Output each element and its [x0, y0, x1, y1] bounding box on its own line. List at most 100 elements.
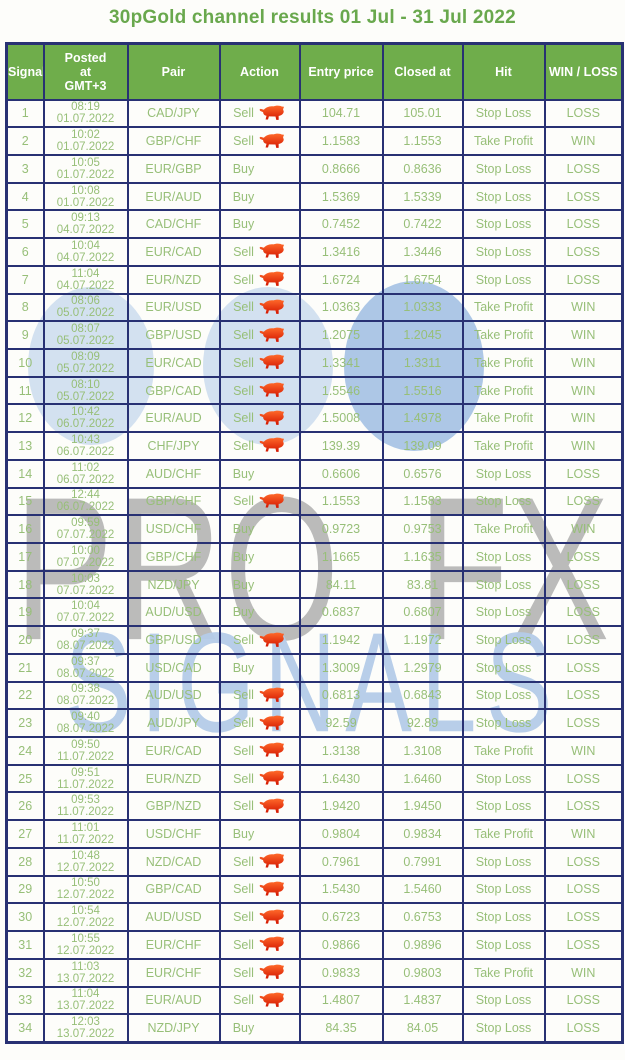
entry-price-cell: 1.2075	[298, 320, 384, 350]
posted-date: 05.07.2022	[56, 307, 115, 320]
bear-icon	[259, 992, 284, 1007]
posted-at-cell: 10:42 06.07.2022	[42, 403, 129, 434]
hit-cell: Take Profit	[461, 292, 546, 323]
posted-time: 09:40	[71, 711, 100, 724]
posted-time: 11:01	[71, 822, 100, 835]
action-cell: Sell	[218, 874, 301, 905]
hit-cell: Stop Loss	[461, 597, 546, 628]
col-header-action: Action	[218, 42, 301, 101]
table-row: 10 08:09 05.07.2022 EUR/CAD Sell	[5, 347, 624, 378]
col-header-hit: Hit	[461, 42, 546, 101]
hit-cell: Take Profit	[461, 126, 546, 156]
posted-at-cell: 11:01 11.07.2022	[42, 819, 129, 849]
table-row: 2 10:02 01.07.2022 GBP/CHF Sell	[5, 126, 624, 156]
posted-at-cell: 08:06 05.07.2022	[42, 292, 129, 323]
posted-date: 11.07.2022	[57, 834, 114, 847]
pair-cell: EUR/GBP	[126, 153, 221, 184]
posted-time: 09:38	[71, 683, 100, 696]
pair-cell: EUR/AUD	[126, 985, 221, 1016]
result-cell: WIN	[543, 819, 624, 849]
posted-date: 04.07.2022	[56, 224, 115, 237]
signal-cell: 8	[5, 292, 45, 323]
posted-at-cell: 09:37 08.07.2022	[42, 625, 129, 655]
table-row: 26 09:53 11.07.2022 GBP/NZD Sell	[5, 791, 624, 822]
result-cell: WIN	[543, 431, 624, 461]
entry-price-cell: 0.6606	[298, 458, 384, 489]
posted-time: 10:05	[71, 156, 100, 169]
col-header-signal: Signal	[5, 42, 45, 101]
bear-icon	[259, 438, 284, 453]
pair-cell: CAD/CHF	[126, 209, 221, 240]
table-row: 11 08:10 05.07.2022 GBP/CAD Sell	[5, 375, 624, 406]
action-cell: Buy	[218, 514, 301, 544]
table-row: 25 09:51 11.07.2022 EUR/NZD Sell	[5, 763, 624, 794]
signal-cell: 1	[5, 98, 45, 129]
result-cell: LOSS	[543, 985, 624, 1016]
pair-cell: GBP/CAD	[126, 874, 221, 905]
col-header-pair: Pair	[126, 42, 221, 101]
action-cell: Sell	[218, 237, 301, 267]
bull-icon	[261, 160, 286, 176]
posted-at-cell: 09:51 11.07.2022	[42, 763, 129, 794]
pair-cell: EUR/USD	[126, 292, 221, 323]
table-row: 24 09:50 11.07.2022 EUR/CAD Sell	[5, 736, 624, 766]
result-cell: LOSS	[543, 181, 624, 212]
table-row: 19 10:04 07.07.2022 AUD/USD Buy	[5, 597, 624, 628]
pair-cell: GBP/USD	[126, 320, 221, 350]
posted-at-cell: 09:40 08.07.2022	[42, 708, 129, 739]
bear-icon	[259, 715, 284, 730]
pair-cell: EUR/CHF	[126, 957, 221, 988]
posted-at-cell: 11:03 13.07.2022	[42, 957, 129, 988]
action-cell: Sell	[218, 431, 301, 461]
closed-at-cell: 0.7422	[381, 209, 464, 240]
posted-date: 08.07.2022	[56, 667, 115, 680]
closed-at-cell: 0.9834	[381, 819, 464, 849]
bear-icon	[259, 244, 284, 259]
signal-cell: 22	[5, 680, 45, 711]
table-row: 14 11:02 06.07.2022 AUD/CHF Buy	[5, 458, 624, 489]
closed-at-cell: 0.8636	[381, 153, 464, 184]
posted-date: 13.07.2022	[56, 1000, 115, 1013]
posted-time: 10:42	[71, 406, 100, 419]
table-row: 27 11:01 11.07.2022 USD/CHF Buy	[5, 819, 624, 849]
pair-cell: GBP/CHF	[126, 542, 221, 572]
hit-cell: Stop Loss	[461, 1013, 546, 1044]
entry-price-cell: 1.3009	[298, 652, 384, 683]
posted-time: 09:13	[71, 212, 100, 225]
bear-icon	[259, 299, 284, 314]
signal-cell: 10	[5, 347, 45, 378]
col-header-win-loss: WIN / LOSS	[543, 42, 624, 101]
col-header-closed-at: Closed at	[381, 42, 464, 101]
posted-time: 08:19	[71, 101, 100, 114]
posted-time: 10:50	[71, 877, 100, 890]
posted-date: 06.07.2022	[56, 501, 115, 514]
result-cell: LOSS	[543, 930, 624, 960]
closed-at-cell: 92.89	[381, 708, 464, 739]
posted-at-cell: 10:05 01.07.2022	[42, 153, 129, 184]
closed-at-cell: 1.3446	[381, 237, 464, 267]
action-cell: Sell	[218, 985, 301, 1016]
bull-icon	[261, 548, 286, 564]
result-cell: WIN	[543, 320, 624, 350]
pair-cell: EUR/CAD	[126, 347, 221, 378]
pair-cell: EUR/AUD	[126, 181, 221, 212]
posted-date: 08.07.2022	[56, 640, 115, 653]
posted-date: 13.07.2022	[56, 972, 115, 985]
bear-icon	[259, 687, 284, 702]
action-label: Sell	[233, 272, 254, 287]
result-cell: WIN	[543, 957, 624, 988]
action-label: Buy	[232, 660, 255, 675]
closed-at-cell: 1.5460	[381, 874, 464, 905]
posted-time: 08:06	[71, 295, 100, 308]
posted-time: 12:03	[71, 1016, 100, 1029]
entry-price-cell: 0.9723	[298, 514, 384, 544]
action-label: Sell	[233, 743, 254, 758]
entry-price-cell: 0.6723	[298, 902, 384, 933]
entry-price-cell: 104.71	[298, 98, 384, 129]
pair-cell: AUD/USD	[126, 680, 221, 711]
posted-date: 04.07.2022	[56, 279, 115, 292]
pair-cell: NZD/JPY	[126, 569, 221, 600]
entry-price-cell: 1.5430	[298, 874, 384, 905]
action-label: Buy	[232, 827, 255, 842]
posted-time: 12:44	[71, 489, 100, 502]
